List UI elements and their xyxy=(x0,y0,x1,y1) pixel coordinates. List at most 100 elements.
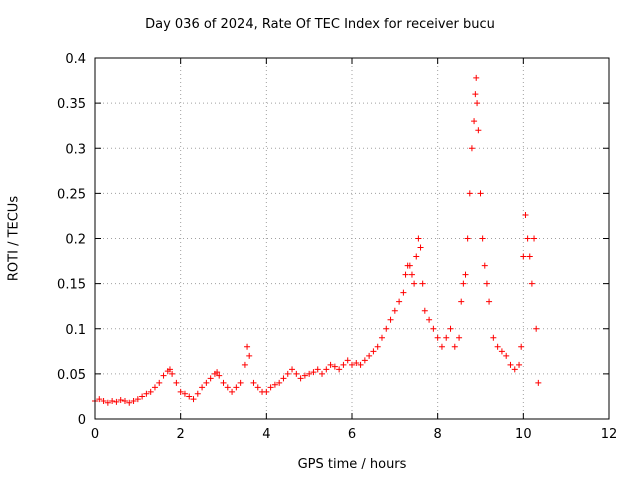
data-point xyxy=(481,262,488,269)
data-point xyxy=(486,298,493,305)
data-point xyxy=(520,253,527,260)
data-point xyxy=(406,262,413,269)
data-point xyxy=(301,372,308,379)
data-point xyxy=(267,384,274,391)
data-point xyxy=(511,366,518,373)
data-point xyxy=(331,363,338,370)
data-point xyxy=(194,390,201,397)
data-point xyxy=(100,397,107,404)
data-point xyxy=(458,298,465,305)
data-point xyxy=(104,399,111,406)
data-point xyxy=(263,388,270,395)
data-point xyxy=(518,343,525,350)
data-point xyxy=(391,307,398,314)
data-point xyxy=(289,366,296,373)
data-point xyxy=(186,393,193,400)
data-point xyxy=(531,235,538,242)
data-point xyxy=(402,271,409,278)
data-point xyxy=(479,235,486,242)
data-point xyxy=(160,372,167,379)
data-point xyxy=(456,334,463,341)
data-point xyxy=(378,334,385,341)
data-point xyxy=(396,298,403,305)
data-point xyxy=(419,280,426,287)
y-tick-label: 0.25 xyxy=(57,187,86,202)
data-point xyxy=(246,352,253,359)
data-point xyxy=(383,325,390,332)
data-point xyxy=(151,384,158,391)
data-point xyxy=(190,396,197,403)
data-point xyxy=(199,384,206,391)
axis-ticks xyxy=(94,57,610,420)
y-tick-label: 0.2 xyxy=(65,233,86,248)
grid-lines xyxy=(95,58,609,419)
data-point xyxy=(280,375,287,382)
data-point xyxy=(96,396,103,403)
y-tick-label: 0.3 xyxy=(65,142,86,157)
data-point xyxy=(207,375,214,382)
data-point xyxy=(139,393,146,400)
data-point xyxy=(147,388,154,395)
x-tick-label: 12 xyxy=(601,427,618,442)
y-tick-label: 0.05 xyxy=(57,368,86,383)
data-point xyxy=(229,388,236,395)
data-points xyxy=(92,74,542,406)
data-point xyxy=(434,334,441,341)
data-point xyxy=(306,370,313,377)
data-point xyxy=(526,253,533,260)
data-point xyxy=(181,390,188,397)
data-point xyxy=(340,361,347,368)
data-point xyxy=(323,366,330,373)
x-tick-label: 4 xyxy=(262,427,270,442)
x-tick-label: 10 xyxy=(515,427,532,442)
data-point xyxy=(361,357,368,364)
data-point xyxy=(468,145,475,152)
data-point xyxy=(528,280,535,287)
x-tick-labels: 0 2 4 6 8 10 12 xyxy=(91,427,617,442)
data-point xyxy=(126,399,133,406)
y-axis-label: ROTI / TECUs xyxy=(6,195,22,282)
data-point xyxy=(203,379,210,386)
y-tick-label: 0.35 xyxy=(57,97,86,112)
data-point xyxy=(417,244,424,251)
data-point xyxy=(498,348,505,355)
data-point xyxy=(310,369,317,376)
data-point xyxy=(366,352,373,359)
data-point xyxy=(241,361,248,368)
data-point xyxy=(353,360,360,367)
data-point xyxy=(271,381,278,388)
data-point xyxy=(443,334,450,341)
data-point xyxy=(490,334,497,341)
data-point xyxy=(524,235,531,242)
data-point xyxy=(408,271,415,278)
data-point xyxy=(430,325,437,332)
y-tick-label: 0.4 xyxy=(65,52,86,67)
y-tick-label: 0.1 xyxy=(65,323,86,338)
data-point xyxy=(109,397,116,404)
data-point xyxy=(522,212,529,219)
data-point xyxy=(413,253,420,260)
data-point xyxy=(466,190,473,197)
data-point xyxy=(130,397,137,404)
data-point xyxy=(143,390,150,397)
chart-title: Day 036 of 2024, Rate Of TEC Index for r… xyxy=(145,17,495,32)
data-point xyxy=(474,100,481,107)
y-tick-label: 0.15 xyxy=(57,278,86,293)
data-point xyxy=(173,379,180,386)
data-point xyxy=(464,235,471,242)
data-point xyxy=(220,379,227,386)
data-point xyxy=(336,366,343,373)
data-point xyxy=(134,396,141,403)
data-point xyxy=(421,307,428,314)
data-point xyxy=(314,366,321,373)
data-point xyxy=(297,375,304,382)
data-point xyxy=(117,397,124,404)
data-point xyxy=(166,366,173,373)
data-point xyxy=(494,343,501,350)
data-point xyxy=(233,384,240,391)
data-point xyxy=(216,372,223,379)
x-axis-label: GPS time / hours xyxy=(297,457,407,472)
data-point xyxy=(473,74,480,81)
data-point xyxy=(503,352,510,359)
